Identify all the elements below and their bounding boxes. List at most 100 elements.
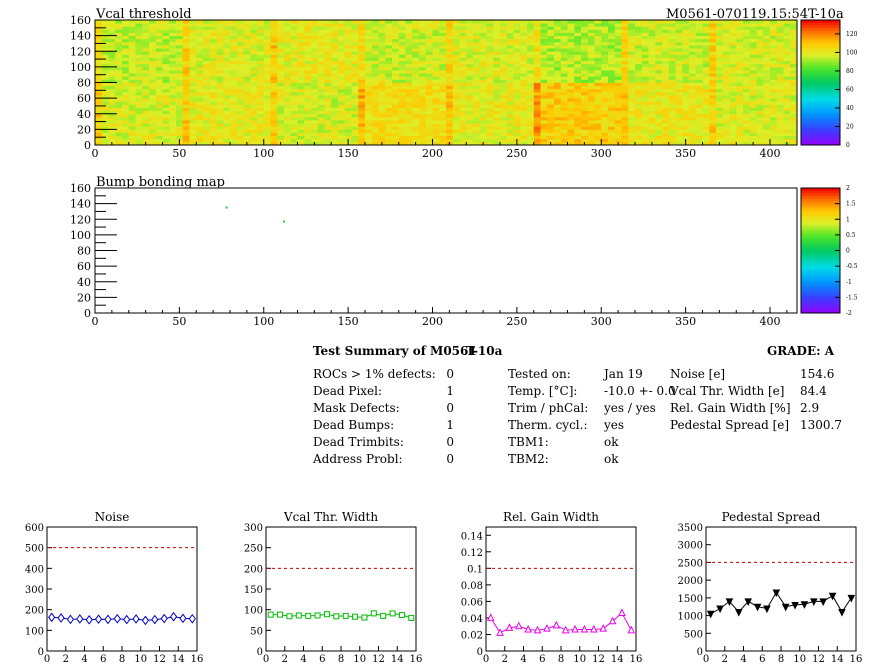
threshold-cell: [628, 45, 636, 49]
threshold-cell: [756, 135, 764, 140]
threshold-cell: [770, 35, 778, 40]
threshold-cell: [722, 101, 730, 105]
threshold-cell: [776, 113, 784, 118]
threshold-cell: [419, 63, 427, 68]
threshold-cell: [466, 66, 474, 71]
threshold-cell: [149, 95, 157, 99]
threshold-cell: [520, 35, 528, 40]
threshold-cell: [189, 35, 197, 40]
threshold-cell: [621, 82, 629, 87]
threshold-cell: [317, 66, 325, 71]
threshold-cell: [628, 141, 636, 146]
threshold-cell: [216, 48, 224, 52]
threshold-cell: [587, 79, 595, 83]
threshold-cell: [365, 120, 373, 124]
threshold-cell: [479, 26, 487, 30]
threshold-cell: [736, 104, 744, 108]
threshold-cell: [689, 57, 697, 62]
threshold-cell: [675, 95, 683, 99]
threshold-cell: [263, 135, 271, 140]
threshold-cell: [142, 38, 150, 43]
threshold-cell: [392, 85, 400, 90]
threshold-cell: [209, 88, 217, 93]
bump-map-y-tick-label: 120: [70, 213, 91, 226]
bump-scale-band: [801, 238, 840, 241]
threshold-cell: [749, 88, 757, 93]
threshold-cell: [662, 57, 670, 62]
threshold-cell: [230, 132, 238, 137]
threshold-cell: [432, 85, 440, 90]
plot-point: [847, 594, 856, 603]
threshold-cell: [257, 60, 265, 65]
threshold-cell: [216, 98, 224, 102]
threshold-cell: [419, 135, 427, 140]
threshold-cell: [513, 45, 521, 49]
threshold-cell: [176, 91, 184, 96]
threshold-cell: [263, 26, 271, 30]
threshold-cell: [506, 88, 514, 93]
threshold-cell: [223, 32, 231, 37]
threshold-cell: [176, 41, 184, 46]
threshold-cell: [662, 38, 670, 43]
threshold-cell: [176, 70, 184, 74]
threshold-cell: [405, 29, 413, 33]
threshold-cell: [344, 98, 352, 102]
threshold-cell: [554, 35, 562, 40]
threshold-cell: [101, 29, 109, 33]
threshold-cell: [520, 66, 528, 71]
threshold-cell: [628, 20, 636, 24]
threshold-cell: [378, 57, 386, 62]
threshold-cell: [149, 101, 157, 105]
threshold-cell: [128, 129, 136, 133]
threshold-cell: [284, 126, 292, 130]
threshold-cell: [203, 51, 211, 55]
threshold-cell: [756, 29, 764, 33]
threshold-cell: [236, 91, 244, 96]
threshold-cell: [621, 35, 629, 40]
threshold-cell: [297, 132, 305, 137]
threshold-cell: [209, 82, 217, 87]
threshold-cell: [101, 98, 109, 102]
bump-map-x-tick-label: 300: [591, 315, 612, 328]
threshold-cell: [142, 129, 150, 133]
threshold-cell: [230, 126, 238, 130]
threshold-cell: [122, 26, 130, 30]
threshold-cell: [371, 132, 379, 137]
threshold-cell: [250, 98, 258, 102]
bump-scale-band: [801, 285, 840, 289]
threshold-cell: [648, 26, 656, 30]
threshold-cell: [196, 45, 204, 49]
threshold-cell: [277, 110, 285, 115]
threshold-cell: [756, 57, 764, 62]
threshold-cell: [290, 116, 298, 121]
threshold-cell: [709, 63, 717, 68]
threshold-cell: [527, 141, 535, 146]
threshold-cell: [790, 110, 798, 115]
threshold-cell: [648, 60, 656, 65]
threshold-cell: [689, 70, 697, 74]
threshold-cell: [749, 107, 757, 112]
threshold-cell: [722, 66, 730, 71]
plot-y-tick-label: 0.14: [461, 531, 483, 542]
threshold-cell: [243, 104, 251, 108]
threshold-cell: [108, 116, 116, 121]
threshold-cell: [682, 38, 690, 43]
threshold-cell: [439, 82, 447, 87]
threshold-cell: [236, 73, 244, 77]
threshold-cell: [479, 38, 487, 43]
threshold-cell: [783, 91, 791, 96]
threshold-cell: [128, 20, 136, 24]
threshold-cell: [743, 54, 751, 58]
threshold-cell: [662, 138, 670, 143]
threshold-cell: [466, 45, 474, 49]
threshold-cell: [284, 98, 292, 102]
threshold-cell: [203, 123, 211, 127]
threshold-cell: [722, 95, 730, 99]
threshold-cell: [432, 45, 440, 49]
threshold-cell: [682, 23, 690, 27]
threshold-cell: [277, 82, 285, 87]
threshold-cell: [722, 45, 730, 49]
threshold-cell: [331, 51, 339, 55]
threshold-cell: [662, 123, 670, 127]
threshold-cell: [331, 41, 339, 46]
